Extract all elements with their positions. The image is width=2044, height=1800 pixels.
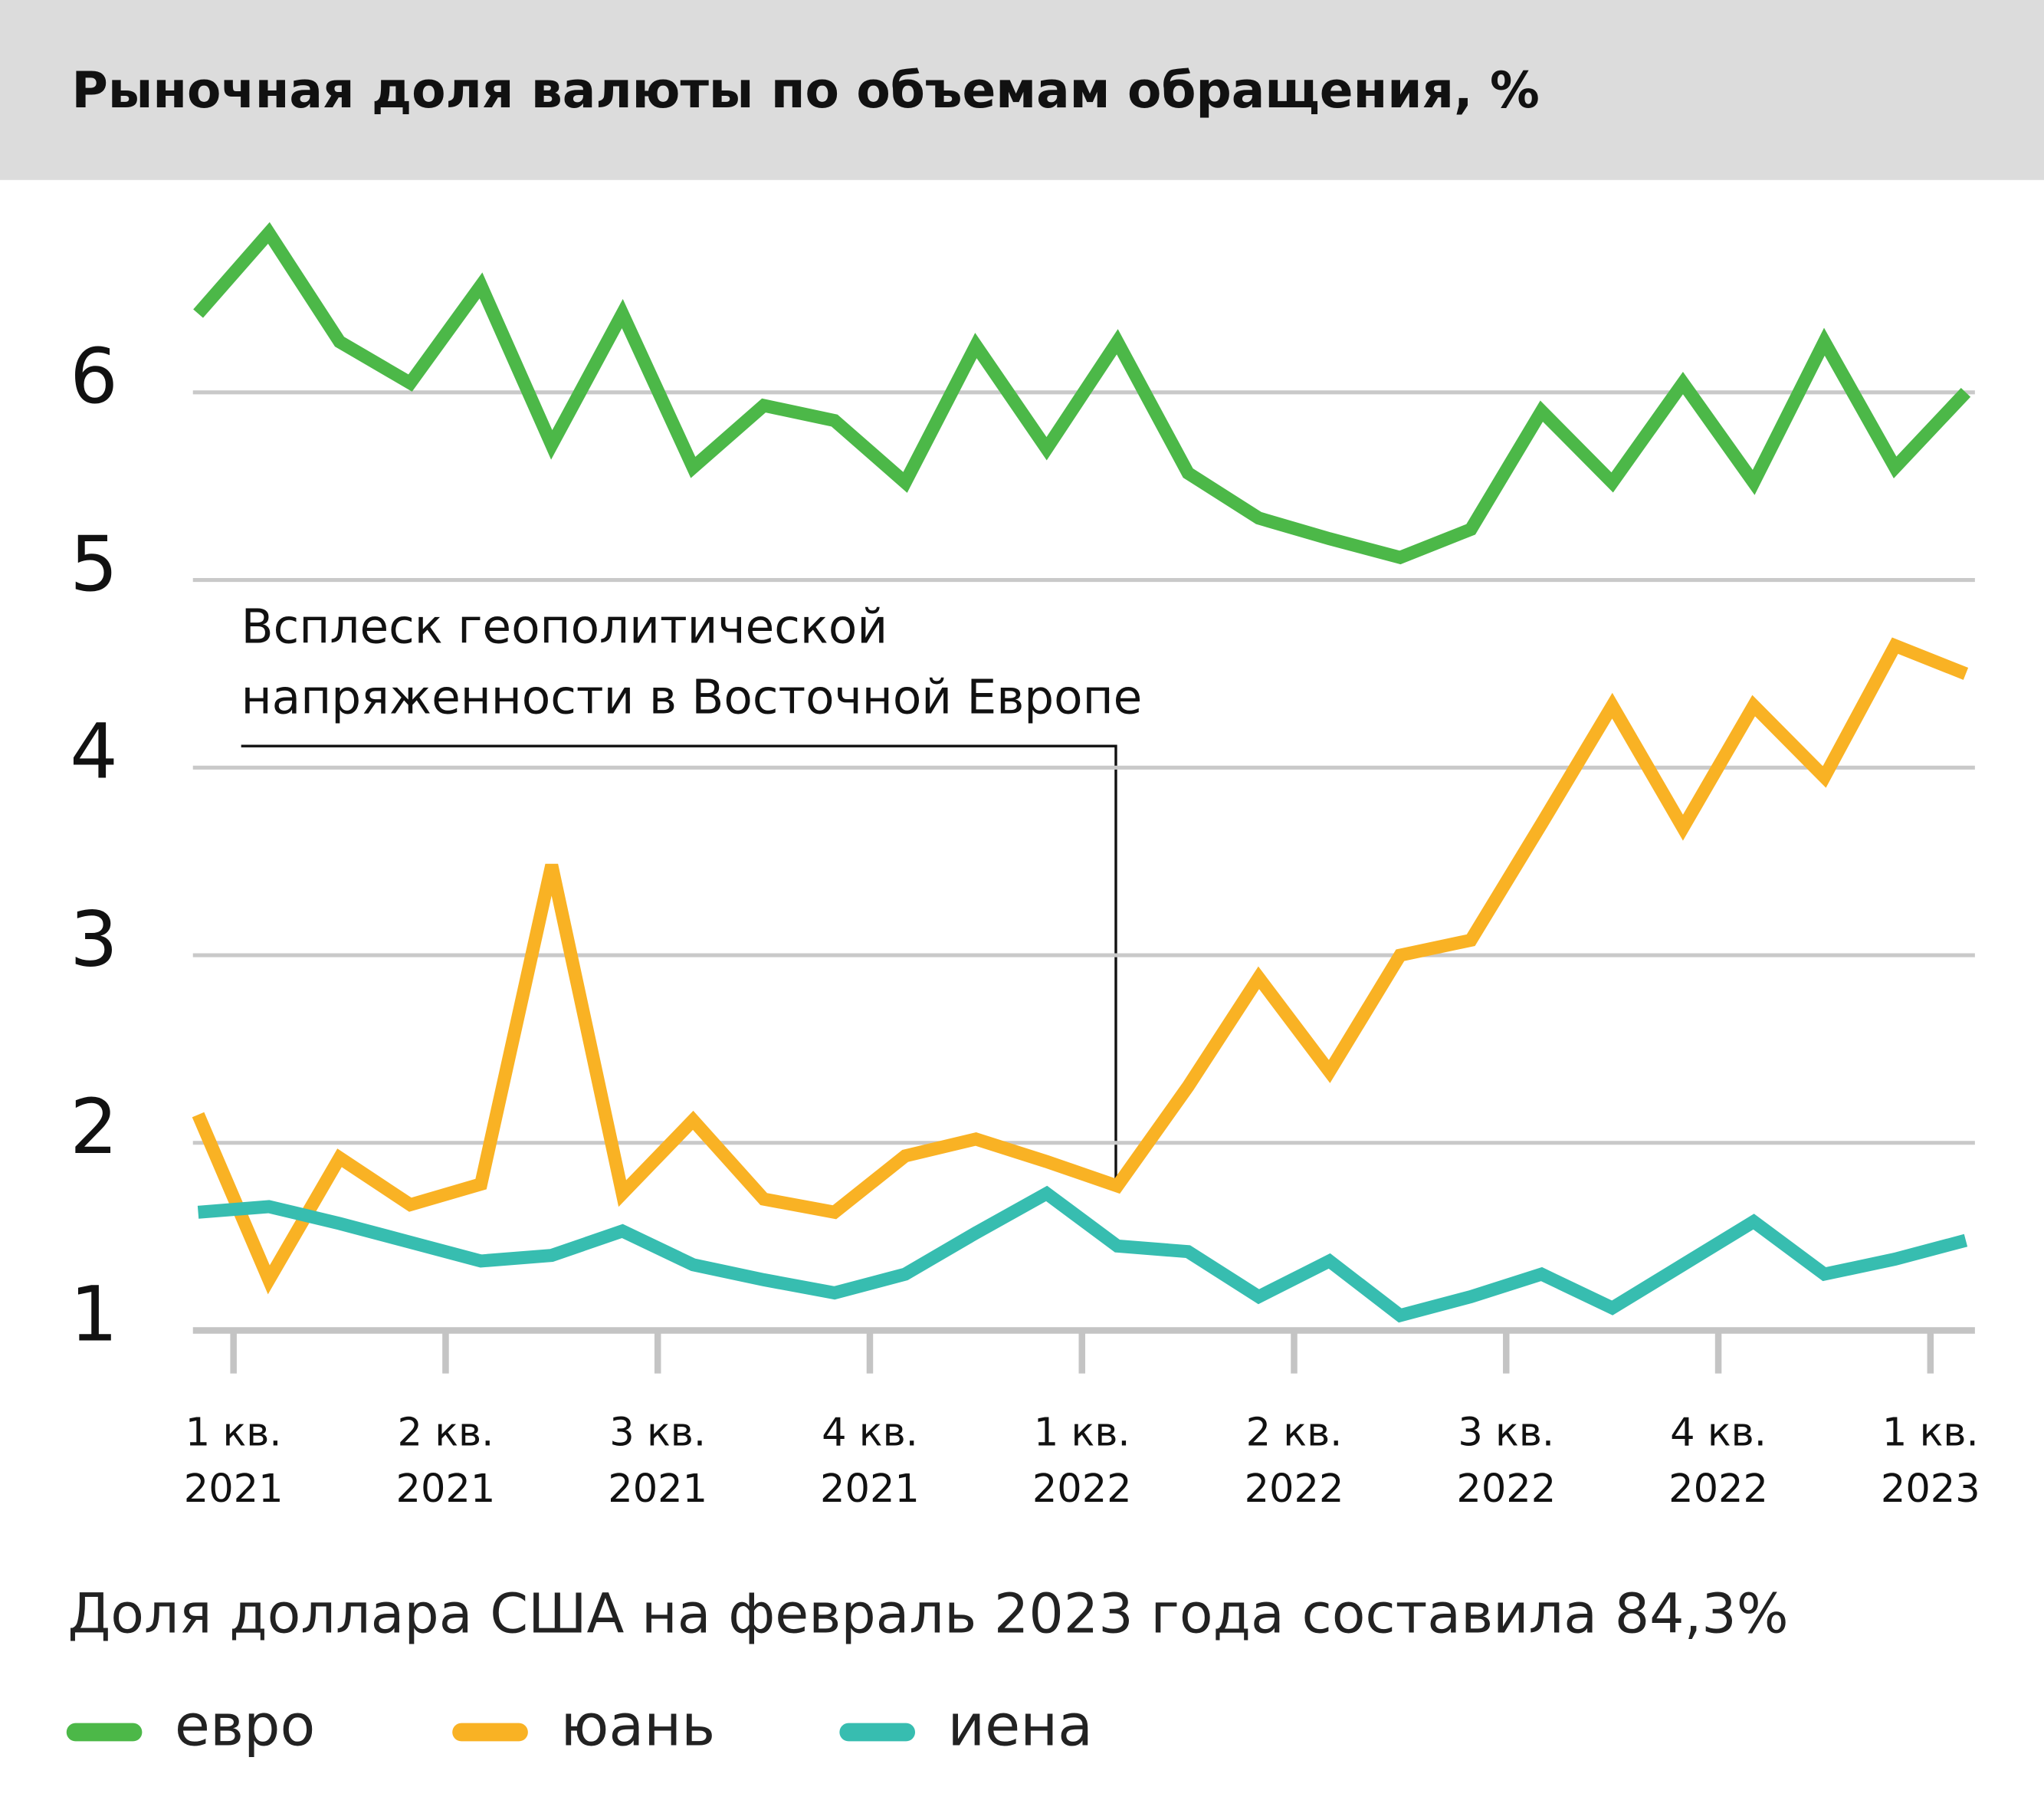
legend-label: юань — [560, 1693, 715, 1759]
x-tick-label: 2021 — [396, 1467, 496, 1512]
x-tick-label: 2021 — [820, 1467, 920, 1512]
x-tick-label: 2023 — [1881, 1467, 1980, 1512]
x-tick-label: 3 кв. — [1458, 1411, 1554, 1456]
x-tick-label: 1 кв. — [1882, 1411, 1979, 1456]
y-tick-label: 4 — [70, 708, 118, 797]
y-tick-label: 6 — [70, 333, 118, 421]
series-line — [197, 1185, 1968, 1323]
x-tick-label: 2022 — [1456, 1467, 1556, 1512]
x-tick-label: 2022 — [1032, 1467, 1132, 1512]
legend-label: иена — [948, 1693, 1093, 1759]
x-tick-label: 2 кв. — [1246, 1411, 1343, 1456]
x-tick-label: 4 кв. — [822, 1411, 918, 1456]
annotation-leader — [241, 744, 1117, 1181]
x-tick-label: 4 кв. — [1670, 1411, 1767, 1456]
footnote: Доля доллара США на февраль 2023 года со… — [67, 1582, 1788, 1645]
x-tick-label: 1 кв. — [185, 1411, 282, 1456]
x-tick-label: 2022 — [1668, 1467, 1768, 1512]
annotation: Всплеск геополитической — [241, 599, 887, 654]
y-tick-label: 1 — [70, 1271, 118, 1359]
annotation: напряженности в Восточной Европе — [241, 670, 1143, 724]
y-tick-label: 5 — [70, 521, 118, 609]
title-band — [0, 0, 2044, 180]
series-line — [192, 637, 1969, 1295]
chart-title: Рыночная доля валюты по объемам обращени… — [72, 62, 1540, 120]
x-tick-label: 3 кв. — [609, 1411, 706, 1456]
x-tick-label: 2021 — [608, 1467, 707, 1512]
series-line — [193, 222, 1971, 565]
legend-label: евро — [175, 1693, 315, 1759]
y-tick-label: 2 — [70, 1083, 118, 1171]
x-tick-label: 1 кв. — [1034, 1411, 1130, 1456]
y-tick-label: 3 — [70, 895, 118, 984]
x-tick-label: 2 кв. — [398, 1411, 494, 1456]
x-tick-label: 2021 — [184, 1467, 284, 1512]
x-tick-label: 2022 — [1245, 1467, 1344, 1512]
